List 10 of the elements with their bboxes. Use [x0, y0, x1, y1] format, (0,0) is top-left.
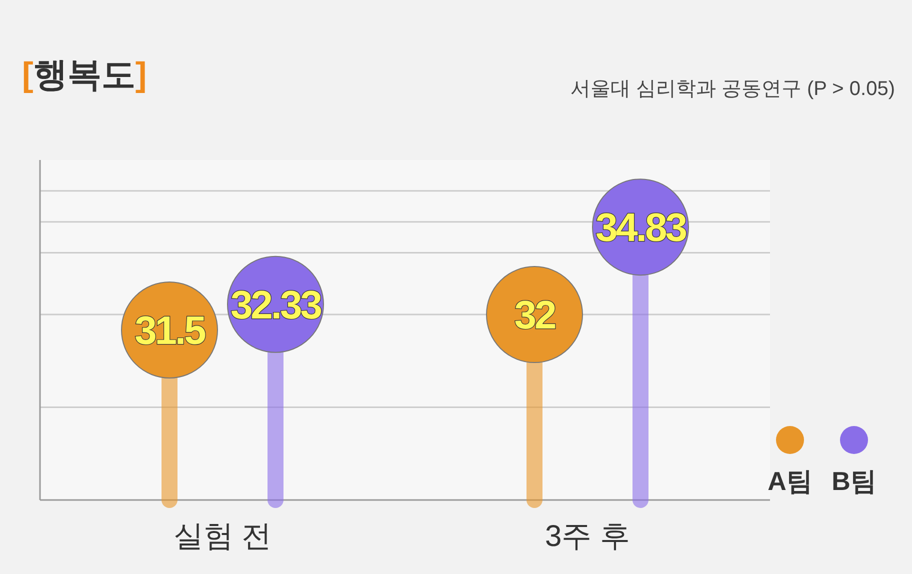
data-label: 32.33	[230, 283, 322, 328]
text: 서울대 심리학과 공동연구 (P > 0.05)	[570, 78, 895, 100]
x-tick-label: 실험 전	[173, 520, 272, 553]
data-label: 34.83	[595, 206, 686, 250]
data-label: 32	[514, 294, 556, 338]
legend-label: A팀	[768, 466, 812, 496]
x-tick-label: 3주 후	[544, 520, 630, 553]
data-label: 31.5	[134, 309, 206, 353]
chart-title: [행복도]	[22, 56, 147, 94]
legend-label: B팀	[832, 466, 876, 496]
